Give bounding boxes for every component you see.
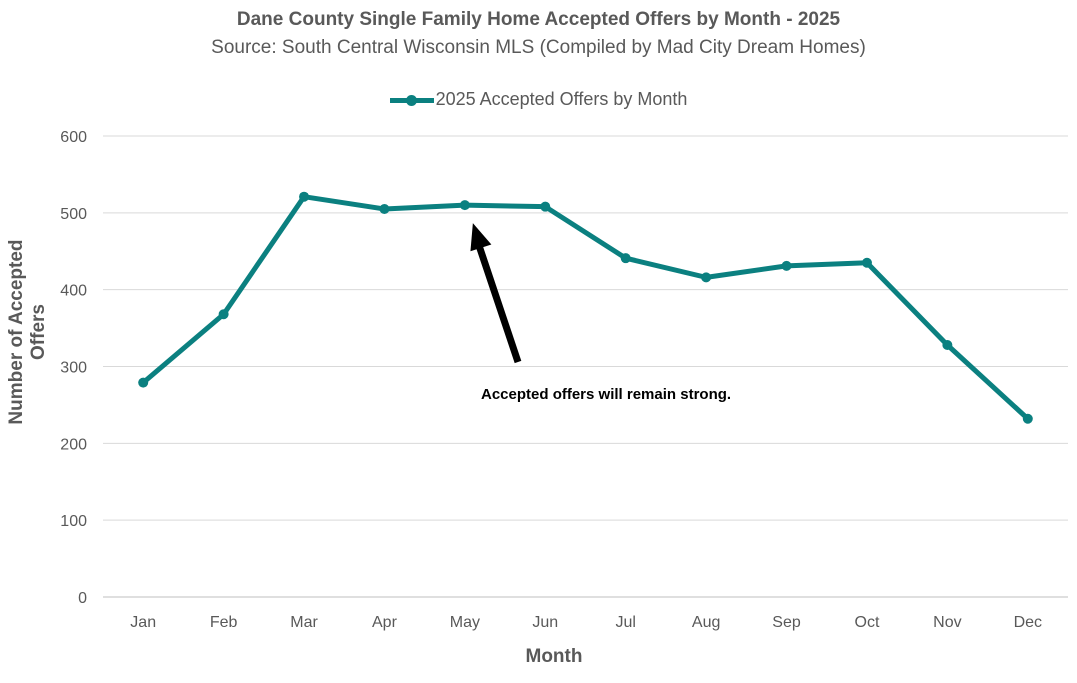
x-tick-label: Feb (210, 614, 238, 631)
x-tick-label: May (450, 614, 480, 631)
x-tick-label: Mar (290, 614, 318, 631)
chart-title: Dane County Single Family Home Accepted … (236, 9, 841, 30)
chart-legend: 2025 Accepted Offers by Month (0, 89, 1077, 110)
x-axis-label: Month (525, 646, 583, 667)
data-point (942, 339, 953, 350)
annotation-arrow-head (470, 223, 492, 252)
legend-label: 2025 Accepted Offers by Month (435, 89, 688, 109)
x-tick-label: Dec (1014, 614, 1042, 631)
data-point (459, 200, 470, 211)
series-line (140, 194, 1031, 422)
y-tick-label: 500 (60, 206, 87, 223)
y-tick-label: 200 (60, 436, 87, 453)
data-point (540, 201, 551, 212)
y-tick-label: 300 (60, 360, 87, 377)
x-tick-label: Jan (130, 614, 156, 631)
x-tick-label: Aug (692, 614, 720, 631)
y-tick-label: 0 (78, 590, 87, 607)
x-tick-label: Nov (933, 614, 961, 631)
data-point (1022, 413, 1033, 424)
data-point (218, 309, 229, 320)
x-tick-label: Apr (372, 614, 398, 631)
chart-subtitle: Source: South Central Wisconsin MLS (Com… (211, 37, 866, 58)
x-tick-label: Jul (615, 614, 635, 631)
annotation-text: Accepted offers will remain strong. (481, 386, 731, 403)
x-tick-label: Jun (532, 614, 558, 631)
annotation-arrow-shaft (475, 244, 522, 364)
data-point (620, 253, 631, 264)
legend-swatch (389, 90, 434, 110)
data-point (299, 191, 310, 202)
y-tick-label: 400 (60, 283, 87, 300)
data-point (701, 272, 712, 283)
data-point (379, 203, 390, 214)
data-point (781, 260, 792, 271)
data-point (138, 377, 149, 388)
y-tick-label: 600 (60, 129, 87, 146)
data-point (861, 257, 872, 268)
x-tick-label: Oct (855, 614, 880, 631)
y-tick-label: 100 (60, 513, 87, 530)
x-tick-label: Sep (772, 614, 801, 631)
